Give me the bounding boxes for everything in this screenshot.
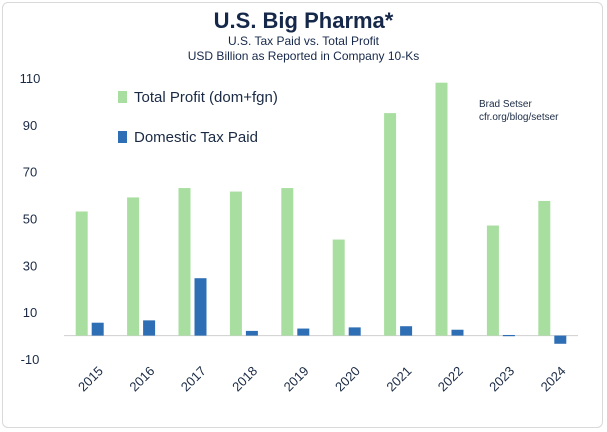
x-tick-label: 2023 bbox=[486, 363, 517, 394]
x-tick-label: 2018 bbox=[229, 363, 260, 394]
bar-total-profit bbox=[435, 82, 448, 336]
chart-titles: U.S. Big Pharma* U.S. Tax Paid vs. Total… bbox=[0, 8, 607, 64]
bar-domestic-tax bbox=[554, 335, 567, 344]
bar-domestic-tax bbox=[245, 330, 258, 336]
bar-total-profit bbox=[75, 211, 88, 336]
y-tick-label: 10 bbox=[23, 305, 37, 320]
bar-total-profit bbox=[332, 239, 345, 336]
x-tick-label: 2021 bbox=[383, 363, 414, 394]
chart-title: U.S. Big Pharma* bbox=[213, 8, 394, 33]
bar-domestic-tax bbox=[194, 278, 207, 336]
legend-label-total-profit: Total Profit (dom+fgn) bbox=[134, 89, 278, 106]
bar-total-profit bbox=[538, 200, 551, 336]
x-tick-label: 2016 bbox=[126, 363, 157, 394]
bar-domestic-tax bbox=[91, 322, 104, 336]
bar-total-profit bbox=[127, 197, 140, 336]
bar-total-profit bbox=[384, 113, 397, 336]
bar-domestic-tax bbox=[143, 320, 156, 336]
y-tick-label: 90 bbox=[23, 118, 37, 133]
x-tick-label: 2020 bbox=[332, 363, 363, 394]
y-tick-label: -10 bbox=[21, 352, 40, 367]
chart-subtitle-line-2: USD Billion as Reported in Company 10-Ks bbox=[187, 49, 420, 63]
y-tick-label: 70 bbox=[23, 165, 37, 180]
y-tick-label: 50 bbox=[23, 212, 37, 227]
bar-domestic-tax bbox=[400, 326, 413, 336]
bar-domestic-tax bbox=[348, 327, 361, 336]
bar-total-profit bbox=[178, 188, 191, 336]
credit-url: cfr.org/blog/setser bbox=[479, 112, 559, 123]
legend-label-domestic-tax: Domestic Tax Paid bbox=[134, 129, 258, 146]
x-tick-label: 2019 bbox=[281, 363, 312, 394]
y-tick-label: 110 bbox=[20, 71, 41, 86]
x-tick-label: 2022 bbox=[435, 363, 466, 394]
chart-frame bbox=[2, 2, 603, 428]
x-tick-label: 2015 bbox=[75, 363, 106, 394]
bar-total-profit bbox=[229, 191, 242, 336]
x-tick-label: 2017 bbox=[178, 363, 209, 394]
chart-subtitle-line-1: U.S. Tax Paid vs. Total Profit bbox=[228, 34, 379, 48]
bar-total-profit bbox=[281, 188, 294, 336]
bar-domestic-tax bbox=[502, 334, 515, 337]
bar-domestic-tax bbox=[297, 328, 310, 336]
bar-domestic-tax bbox=[451, 329, 464, 336]
legend-swatch-total-profit bbox=[118, 91, 127, 103]
credit-author: Brad Setser bbox=[479, 99, 532, 110]
bar-total-profit bbox=[486, 225, 499, 336]
x-tick-label: 2024 bbox=[538, 363, 569, 394]
y-tick-label: 30 bbox=[23, 258, 37, 273]
legend-swatch-domestic-tax bbox=[118, 131, 127, 143]
